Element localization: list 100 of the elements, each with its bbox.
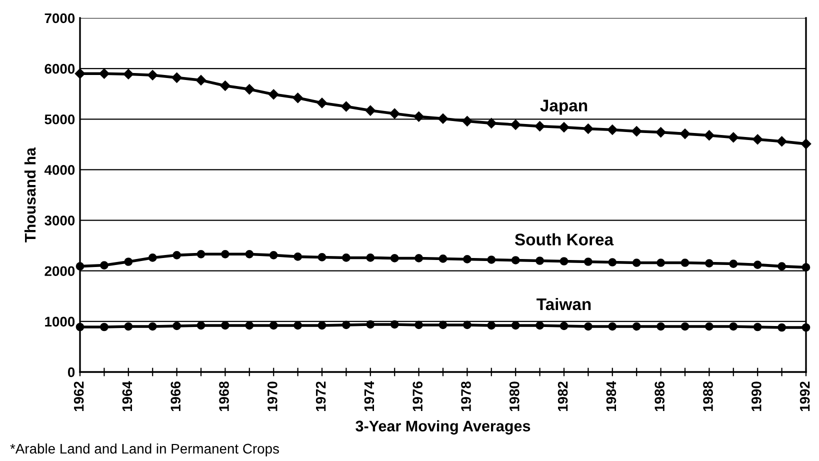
point <box>74 68 86 79</box>
point <box>245 250 254 258</box>
point <box>511 256 520 264</box>
point <box>776 136 787 147</box>
point <box>656 127 666 138</box>
point <box>414 112 424 122</box>
x-tick-label: 1988 <box>703 381 713 412</box>
point <box>463 320 472 330</box>
x-axis-title: 3-Year Moving Averages <box>356 420 530 435</box>
point <box>729 322 738 331</box>
point <box>172 72 182 83</box>
series-label: Taiwan <box>536 298 591 310</box>
point <box>414 254 423 262</box>
point <box>438 114 448 124</box>
point <box>294 321 302 330</box>
x-tick-label: 1992 <box>800 382 810 412</box>
point <box>268 89 279 100</box>
point <box>608 322 617 331</box>
point <box>680 258 690 267</box>
point <box>221 321 230 330</box>
point <box>124 322 133 331</box>
point <box>536 256 544 265</box>
point <box>778 323 786 332</box>
point <box>196 75 206 86</box>
point <box>632 322 641 331</box>
point <box>365 105 376 116</box>
point <box>220 80 230 91</box>
series-label: South Korea <box>514 233 614 246</box>
point <box>318 321 326 330</box>
point <box>631 126 642 136</box>
y-tick-label: 4000 <box>44 165 75 175</box>
x-tick-label: 1968 <box>219 381 229 412</box>
x-tick-label: 1962 <box>74 382 84 412</box>
x-tick-label: 1978 <box>461 381 471 412</box>
point <box>800 138 812 150</box>
point <box>656 322 665 331</box>
point <box>390 254 399 262</box>
y-tick-label: 7000 <box>44 13 75 24</box>
point <box>414 320 423 330</box>
point <box>728 132 739 142</box>
point <box>584 322 592 331</box>
point <box>680 128 690 139</box>
x-tick-label: 1984 <box>606 381 616 412</box>
point <box>390 320 399 329</box>
y-tick-label: 6000 <box>44 64 75 74</box>
x-tick-label: 1986 <box>654 382 665 412</box>
point <box>607 124 618 135</box>
point <box>583 124 594 134</box>
x-tick-label: 1966 <box>170 382 181 412</box>
point <box>99 68 110 79</box>
point <box>729 260 738 268</box>
point <box>511 321 520 330</box>
point <box>705 259 714 268</box>
y-tick-label: 3000 <box>44 216 75 226</box>
point <box>294 252 302 261</box>
point <box>269 251 278 260</box>
series-label: Japan <box>540 100 588 115</box>
point <box>76 262 84 270</box>
point <box>342 320 350 330</box>
point <box>244 84 255 94</box>
point <box>269 321 278 330</box>
point <box>510 120 521 130</box>
point <box>753 322 762 332</box>
point <box>100 261 108 270</box>
point <box>608 258 617 266</box>
point <box>196 321 206 330</box>
point <box>778 262 786 270</box>
y-axis-title: Thousand ha <box>24 147 36 242</box>
text: *Arable Land and Land in Permanent Crops <box>10 443 279 456</box>
point <box>172 251 181 260</box>
point <box>316 98 328 108</box>
point <box>389 108 400 119</box>
point <box>802 263 810 272</box>
point <box>438 320 448 330</box>
point <box>123 69 134 80</box>
x-tick-label: 1964 <box>122 381 132 412</box>
point <box>656 258 665 267</box>
point <box>487 321 496 330</box>
point <box>438 254 448 263</box>
point <box>172 322 181 330</box>
point <box>147 70 158 80</box>
point <box>76 322 84 332</box>
point <box>342 254 350 262</box>
point <box>536 321 544 330</box>
point <box>560 322 568 330</box>
point <box>584 258 592 266</box>
point <box>560 257 568 266</box>
x-tick-label: 1980 <box>509 382 520 412</box>
point <box>632 258 641 267</box>
point <box>148 322 157 331</box>
point <box>318 253 326 262</box>
y-tick-label: 5000 <box>44 114 75 124</box>
point <box>705 322 714 331</box>
y-tick-label: 0 <box>68 367 75 378</box>
point <box>221 250 230 258</box>
point <box>753 260 762 269</box>
point <box>341 101 352 112</box>
point <box>196 250 206 258</box>
y-tick-label: 2000 <box>44 266 75 276</box>
point <box>486 118 497 128</box>
